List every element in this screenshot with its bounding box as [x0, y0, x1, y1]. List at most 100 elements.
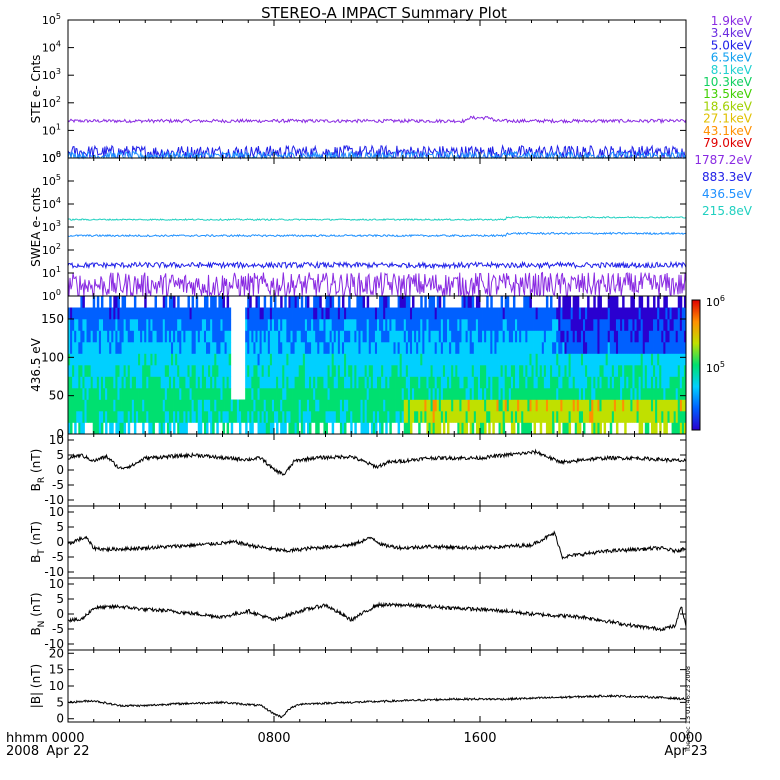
heatmap-cell [317, 319, 320, 331]
heatmap-cell [618, 365, 621, 377]
heatmap-cell [675, 399, 679, 412]
heatmap-cell [496, 319, 499, 331]
heatmap-cell [220, 330, 223, 343]
heatmap-cell [424, 319, 427, 331]
heatmap-cell [541, 365, 545, 377]
heatmap-cell [653, 422, 656, 435]
heatmap-cell [504, 411, 508, 423]
heatmap-cell [554, 365, 557, 377]
heatmap-cell [642, 376, 646, 389]
heatmap-cell [620, 399, 623, 412]
heatmap-cell [325, 399, 328, 412]
heatmap-cell [554, 307, 557, 320]
heatmap-cell [646, 319, 650, 331]
heatmap-cell [554, 388, 557, 400]
heatmap-cell [158, 353, 162, 366]
heatmap-cell [482, 353, 485, 366]
heatmap-cell [572, 388, 576, 400]
heatmap-cell [274, 376, 277, 389]
heatmap-cell [82, 376, 85, 389]
heatmap-cell [80, 296, 83, 308]
heatmap-cell [68, 365, 71, 377]
heatmap-cell [655, 365, 658, 377]
heatmap-cell [133, 353, 137, 366]
heatmap-cell [168, 319, 172, 331]
heatmap-cell [171, 330, 174, 343]
heatmap-cell [517, 411, 520, 423]
heatmap-cell [648, 388, 652, 400]
heatmap-cell [473, 388, 477, 400]
heatmap-cell [607, 319, 611, 331]
heatmap-cell [457, 353, 460, 366]
heatmap-cell [673, 353, 677, 366]
heatmap-cell [603, 319, 607, 331]
heatmap-cell [208, 399, 211, 412]
heatmap-cell [333, 399, 337, 412]
heatmap-cell [257, 422, 260, 435]
heatmap-cell [206, 388, 209, 400]
heatmap-cell [195, 330, 199, 343]
heatmap-cell [653, 411, 656, 423]
heatmap-cell [146, 388, 149, 400]
heatmap-cell [403, 342, 407, 354]
heatmap-cell [665, 376, 668, 389]
heatmap-cell [123, 365, 127, 377]
heatmap-cell [539, 388, 543, 400]
heatmap-cell [257, 376, 260, 389]
heatmap-cell [580, 307, 584, 320]
heatmap-cell [166, 342, 170, 354]
heatmap-cell [276, 388, 279, 400]
y-tick-label: 104 [42, 40, 61, 55]
heatmap-cell [366, 399, 370, 412]
heatmap-cell [634, 376, 637, 389]
heatmap-cell [208, 330, 211, 343]
time-axis-unit: hhmm [6, 731, 48, 746]
heatmap-cell [442, 388, 446, 400]
heatmap-cell [469, 307, 473, 320]
heatmap-cell [449, 353, 452, 366]
heatmap-cell [185, 365, 188, 377]
heatmap-cell [506, 399, 510, 412]
y-tick-label: 101 [42, 122, 61, 137]
heatmap-cell [109, 296, 112, 308]
heatmap-cell [426, 307, 429, 320]
heatmap-cell [683, 376, 687, 389]
heatmap-cell [673, 365, 677, 377]
heatmap-cell [177, 330, 180, 343]
heatmap-cell [125, 411, 129, 423]
heatmap-cell [315, 411, 318, 423]
heatmap-cell [88, 411, 92, 423]
heatmap-cell [379, 376, 382, 389]
heatmap-cell [107, 342, 110, 354]
br-frame [67, 433, 687, 507]
heatmap-cell [111, 342, 114, 354]
heatmap-cell [422, 388, 425, 400]
heatmap-cell [395, 307, 398, 320]
heatmap-cell [480, 319, 483, 331]
heatmap-cell [377, 388, 380, 400]
heatmap-cell [613, 296, 617, 308]
heatmap-cell [197, 365, 201, 377]
heatmap-cell [568, 411, 572, 423]
heatmap-cell [306, 296, 310, 308]
heatmap-cell [640, 422, 644, 435]
heatmap-cell [319, 365, 322, 377]
heatmap-cell [226, 388, 230, 400]
heatmap-cell [344, 399, 347, 412]
heatmap-cell [568, 296, 572, 308]
heatmap-cell [267, 411, 271, 423]
heatmap-cell [469, 365, 473, 377]
heatmap-cell [337, 342, 341, 354]
heatmap-cell [249, 365, 252, 377]
heatmap-cell [436, 376, 440, 389]
heatmap-cell [166, 307, 170, 320]
heatmap-cell [677, 353, 681, 366]
heatmap-cell [173, 353, 176, 366]
heatmap-cell [564, 422, 567, 435]
heatmap-cell [76, 342, 79, 354]
heatmap-cell [653, 353, 656, 366]
heatmap-cell [436, 307, 440, 320]
heatmap-cell [325, 330, 328, 343]
heatmap-cell [451, 411, 454, 423]
heatmap-cell [72, 307, 75, 320]
